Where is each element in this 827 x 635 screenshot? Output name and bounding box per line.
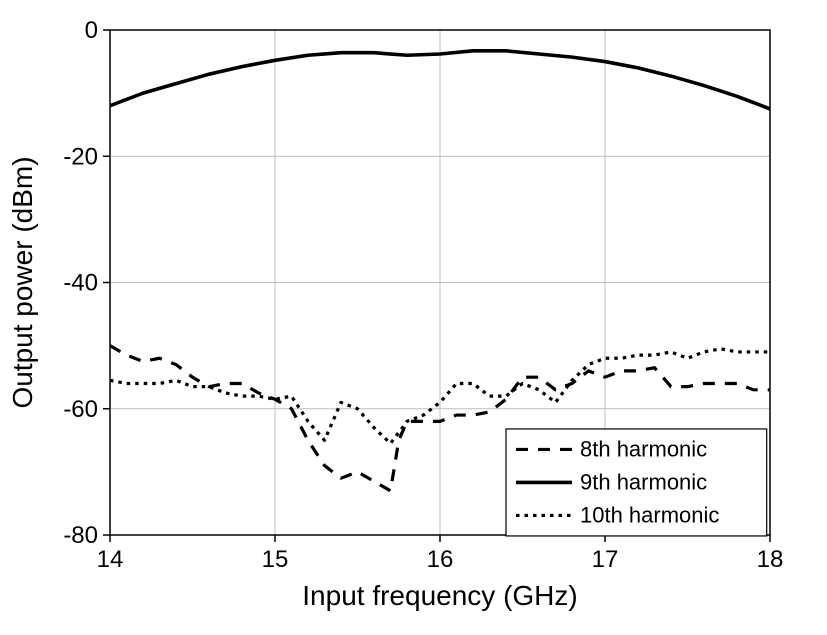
svg-text:16: 16 [427,546,454,573]
svg-text:-80: -80 [63,522,98,549]
chart-svg: 14 15 16 17 18 -80 -60 -40 -20 0 Input frequency (… [0,0,827,630]
svg-text:Input frequency (GHz): Input frequency (GHz) [302,580,577,611]
svg-text:14: 14 [97,546,124,573]
svg-text:8th harmonic: 8th harmonic [580,436,707,461]
output-power-chart: 14 15 16 17 18 -80 -60 -40 -20 0 Input frequency (… [0,0,827,630]
svg-text:0: 0 [85,17,98,44]
svg-text:10th harmonic: 10th harmonic [580,502,719,527]
svg-text:15: 15 [262,546,289,573]
svg-text:18: 18 [757,546,784,573]
svg-text:Output power (dBm): Output power (dBm) [7,156,38,408]
svg-text:17: 17 [592,546,619,573]
svg-text:9th harmonic: 9th harmonic [580,469,707,494]
svg-text:-40: -40 [63,270,98,297]
svg-text:-20: -20 [63,143,98,170]
svg-text:-60: -60 [63,396,98,423]
